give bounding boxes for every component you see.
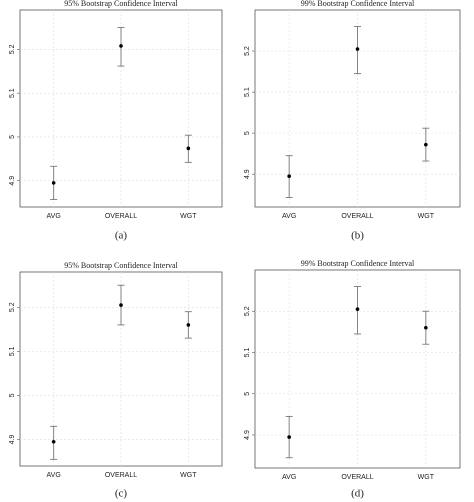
point xyxy=(355,47,360,51)
y-tick-label: 5.1 xyxy=(244,87,251,97)
x-tick-label: OVERALL xyxy=(105,213,137,220)
caption: (d) xyxy=(351,488,364,500)
caption: (c) xyxy=(115,488,128,500)
x-tick-label: AVG xyxy=(47,213,61,220)
chart-title: 99% Bootstrap Confidence Interval xyxy=(301,259,415,268)
point xyxy=(355,307,360,311)
point xyxy=(424,325,428,330)
chart-title: 95% Bootstrap Confidence Interval xyxy=(64,261,178,270)
x-tick-label: AVG xyxy=(47,472,61,479)
y-tick-label: 5 xyxy=(9,135,16,139)
x-tick-label: OVERALL xyxy=(341,213,373,220)
y-tick-label: 5.1 xyxy=(244,348,251,358)
caption: (b) xyxy=(351,230,364,242)
y-tick-label: 5.2 xyxy=(9,44,16,54)
point xyxy=(186,146,191,151)
y-tick-label: 5.1 xyxy=(9,88,16,98)
y-tick-label: 5 xyxy=(9,393,16,397)
y-tick-label: 4.9 xyxy=(9,176,16,186)
chart-title: 99% Bootstrap Confidence Interval xyxy=(301,0,415,8)
chart-title: 95% Bootstrap Confidence Interval xyxy=(64,0,178,8)
y-tick-label: 5.2 xyxy=(9,302,16,312)
x-tick-label: WGT xyxy=(418,474,435,481)
x-tick-label: AVG xyxy=(282,474,296,481)
x-tick-label: WGT xyxy=(418,213,435,220)
point xyxy=(119,303,123,307)
y-tick-label: 5 xyxy=(244,131,251,135)
x-tick-label: AVG xyxy=(282,213,296,220)
x-tick-label: OVERALL xyxy=(105,472,137,479)
y-tick-label: 5.2 xyxy=(244,306,251,316)
point xyxy=(287,435,291,439)
y-tick-label: 4.9 xyxy=(244,430,251,440)
point xyxy=(51,439,56,444)
point xyxy=(51,181,56,185)
x-tick-label: OVERALL xyxy=(341,474,373,481)
point xyxy=(424,142,428,147)
y-tick-label: 5.1 xyxy=(9,346,16,356)
y-tick-label: 4.9 xyxy=(244,169,251,179)
point xyxy=(119,44,123,48)
y-tick-label: 4.9 xyxy=(9,435,16,445)
y-tick-label: 5 xyxy=(244,392,251,396)
point xyxy=(186,323,191,327)
point xyxy=(287,174,291,179)
y-tick-label: 5.2 xyxy=(244,46,251,56)
x-tick-label: WGT xyxy=(180,213,197,220)
x-tick-label: WGT xyxy=(180,472,197,479)
caption: (a) xyxy=(115,230,128,242)
